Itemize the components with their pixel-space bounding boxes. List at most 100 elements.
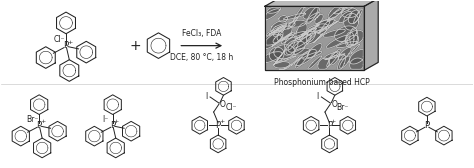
Text: FeCl₃, FDA: FeCl₃, FDA (182, 29, 221, 38)
Polygon shape (272, 33, 292, 47)
Polygon shape (351, 44, 360, 54)
Polygon shape (328, 7, 344, 19)
Text: DCE, 80 °C, 18 h: DCE, 80 °C, 18 h (170, 53, 233, 62)
Text: P: P (424, 121, 429, 130)
Polygon shape (326, 35, 348, 48)
Polygon shape (266, 9, 280, 21)
Polygon shape (347, 35, 359, 46)
Polygon shape (344, 13, 359, 30)
Polygon shape (323, 29, 346, 37)
Text: O: O (331, 100, 337, 109)
Polygon shape (273, 62, 290, 68)
Polygon shape (307, 12, 320, 22)
Polygon shape (348, 10, 360, 24)
Polygon shape (293, 33, 316, 48)
Polygon shape (294, 48, 310, 55)
Polygon shape (288, 35, 311, 52)
Polygon shape (277, 26, 292, 41)
Polygon shape (318, 58, 329, 69)
Text: P: P (110, 121, 115, 130)
Polygon shape (266, 25, 286, 35)
Polygon shape (308, 56, 322, 69)
Polygon shape (318, 21, 337, 34)
Polygon shape (337, 41, 358, 48)
Polygon shape (267, 7, 281, 13)
Text: P: P (216, 121, 221, 130)
Polygon shape (316, 20, 337, 27)
Text: +: + (219, 119, 224, 124)
Polygon shape (338, 47, 351, 60)
Polygon shape (279, 57, 302, 69)
Polygon shape (340, 56, 350, 68)
Polygon shape (320, 17, 335, 34)
FancyArrowPatch shape (181, 43, 221, 48)
Polygon shape (295, 49, 316, 66)
Text: I⁻: I⁻ (103, 115, 109, 124)
Text: +: + (330, 119, 336, 124)
Polygon shape (346, 30, 363, 45)
Polygon shape (296, 52, 309, 68)
Polygon shape (364, 0, 378, 70)
Text: I: I (205, 92, 207, 101)
Polygon shape (273, 35, 283, 43)
Polygon shape (338, 11, 352, 23)
Polygon shape (354, 9, 362, 23)
Text: +: + (114, 119, 119, 124)
Polygon shape (349, 49, 363, 64)
Text: I: I (316, 92, 319, 101)
Polygon shape (265, 0, 378, 6)
Polygon shape (273, 23, 295, 31)
Polygon shape (274, 56, 296, 64)
Polygon shape (273, 25, 285, 36)
Polygon shape (279, 16, 288, 22)
Polygon shape (303, 7, 319, 19)
Polygon shape (324, 52, 337, 59)
Polygon shape (271, 21, 286, 33)
Polygon shape (284, 35, 295, 50)
Polygon shape (335, 7, 353, 14)
Text: +: + (40, 119, 46, 124)
Polygon shape (266, 31, 283, 49)
Text: +: + (67, 40, 72, 45)
Polygon shape (303, 52, 322, 59)
Polygon shape (306, 28, 316, 42)
Polygon shape (281, 32, 295, 44)
Polygon shape (296, 23, 307, 40)
Text: Phosphonium-based HCP: Phosphonium-based HCP (273, 78, 369, 87)
Polygon shape (350, 58, 363, 69)
Polygon shape (335, 26, 356, 42)
Polygon shape (308, 24, 328, 32)
Text: P: P (36, 121, 42, 130)
Polygon shape (296, 33, 308, 39)
Polygon shape (269, 47, 284, 62)
Text: Cl⁻: Cl⁻ (53, 35, 65, 44)
Polygon shape (301, 25, 319, 35)
Polygon shape (327, 49, 340, 67)
Polygon shape (273, 50, 285, 65)
Polygon shape (307, 7, 318, 24)
Polygon shape (283, 31, 306, 39)
Polygon shape (315, 14, 323, 24)
Polygon shape (266, 34, 282, 45)
Text: O: O (220, 100, 226, 109)
Polygon shape (313, 34, 322, 43)
Polygon shape (329, 51, 339, 65)
Polygon shape (350, 28, 358, 45)
Bar (265, 6, 364, 70)
Polygon shape (288, 17, 298, 29)
Polygon shape (327, 7, 347, 22)
Polygon shape (299, 28, 317, 40)
Polygon shape (274, 45, 294, 59)
Text: Br⁻: Br⁻ (337, 103, 349, 112)
Text: P: P (327, 121, 332, 130)
Text: Br⁻: Br⁻ (26, 115, 38, 124)
Polygon shape (284, 40, 298, 55)
Polygon shape (283, 13, 306, 20)
Polygon shape (325, 54, 345, 60)
Polygon shape (337, 55, 346, 69)
Text: +: + (130, 39, 141, 53)
Polygon shape (269, 26, 283, 34)
Text: Cl⁻: Cl⁻ (226, 103, 237, 112)
Polygon shape (286, 41, 305, 55)
Polygon shape (307, 44, 322, 58)
